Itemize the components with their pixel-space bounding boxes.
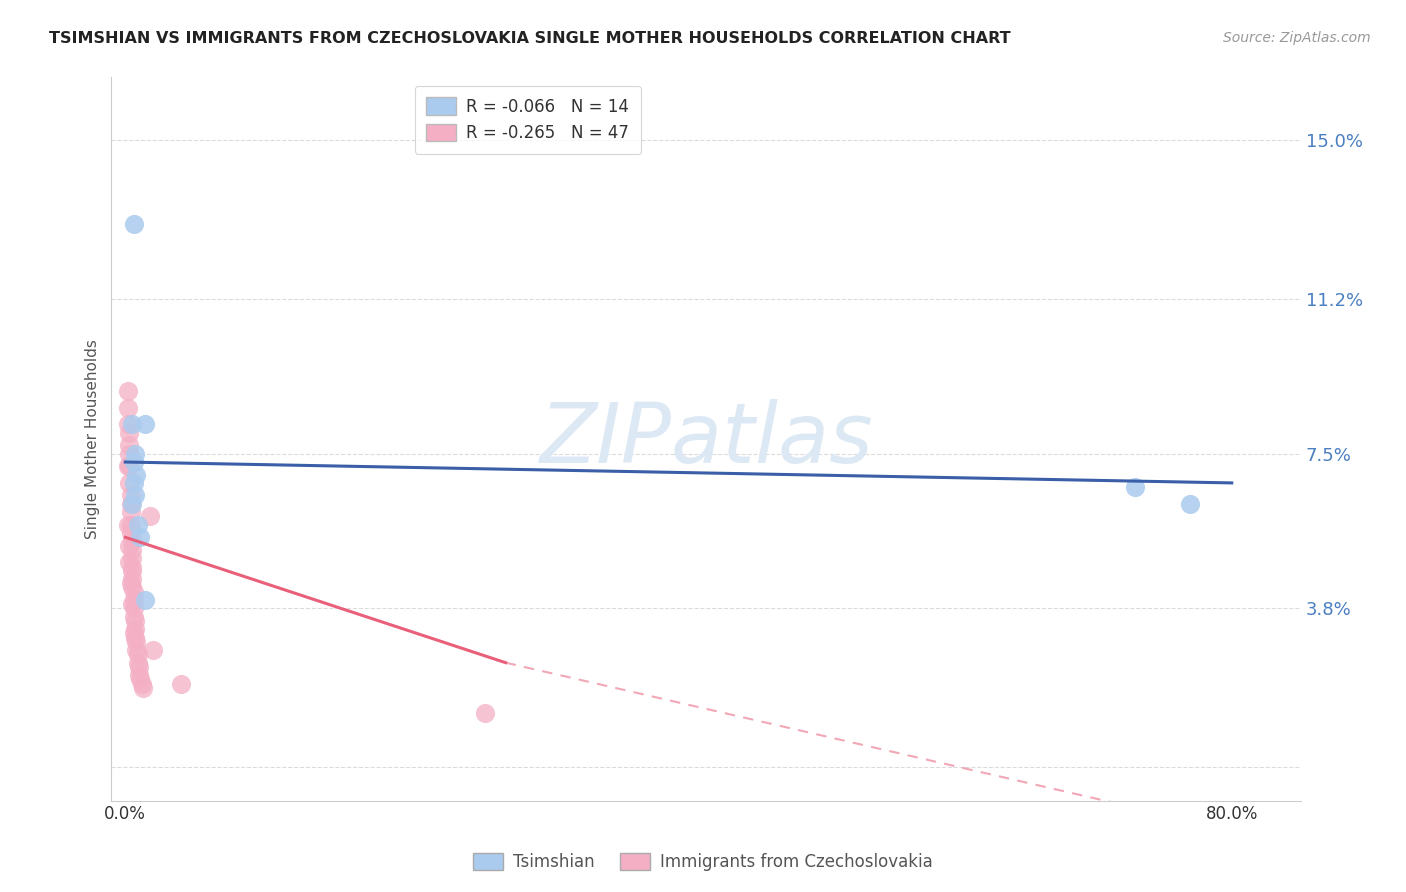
Point (118, 438, 141, 452)
Point (117, 384, 139, 398)
Legend: R = -0.066   N = 14, R = -0.265   N = 47: R = -0.066 N = 14, R = -0.265 N = 47 (415, 86, 641, 153)
Point (122, 217, 145, 231)
Point (122, 601, 145, 615)
Point (122, 455, 145, 469)
Point (121, 564, 143, 578)
Point (127, 656, 149, 670)
Point (124, 488, 146, 502)
Point (118, 459, 141, 474)
Point (120, 505, 142, 519)
Point (122, 626, 145, 640)
Point (129, 673, 152, 687)
Point (128, 660, 150, 674)
Point (121, 572, 143, 586)
Point (474, 706, 496, 720)
Point (125, 467, 148, 482)
Point (120, 488, 142, 502)
Point (118, 475, 141, 490)
Point (121, 417, 143, 432)
Point (121, 597, 143, 611)
Point (122, 584, 145, 599)
Point (121, 551, 143, 566)
Point (117, 417, 139, 432)
Text: TSIMSHIAN VS IMMIGRANTS FROM CZECHOSLOVAKIA SINGLE MOTHER HOUSEHOLDS CORRELATION: TSIMSHIAN VS IMMIGRANTS FROM CZECHOSLOVA… (49, 31, 1011, 46)
Text: Source: ZipAtlas.com: Source: ZipAtlas.com (1223, 31, 1371, 45)
Point (132, 681, 155, 695)
Point (125, 643, 148, 657)
Point (124, 622, 146, 636)
Point (118, 447, 141, 461)
Point (117, 401, 139, 415)
Point (118, 555, 141, 569)
Point (122, 609, 145, 624)
Point (169, 676, 191, 690)
Point (1180, 497, 1202, 511)
Point (118, 425, 141, 440)
Point (124, 447, 146, 461)
Point (129, 530, 152, 544)
Point (121, 534, 143, 549)
Point (120, 576, 142, 591)
Point (120, 526, 142, 541)
Point (134, 593, 156, 607)
Point (118, 539, 141, 553)
Point (1123, 480, 1146, 494)
Y-axis label: Single Mother Households: Single Mother Households (86, 339, 100, 539)
Point (125, 634, 148, 648)
Point (121, 559, 143, 574)
Point (142, 643, 165, 657)
Point (122, 593, 145, 607)
Text: ZIPatlas: ZIPatlas (540, 399, 873, 480)
Point (139, 509, 162, 524)
Point (117, 459, 139, 474)
Point (127, 517, 149, 532)
Point (127, 648, 149, 662)
Point (134, 417, 156, 432)
Point (124, 614, 146, 628)
Point (128, 668, 150, 682)
Point (117, 517, 139, 532)
Legend: Tsimshian, Immigrants from Czechoslovakia: Tsimshian, Immigrants from Czechoslovaki… (465, 845, 941, 880)
Point (131, 676, 153, 690)
Point (120, 497, 142, 511)
Point (124, 631, 146, 645)
Point (121, 542, 143, 557)
Point (120, 517, 142, 532)
Point (121, 497, 143, 511)
Point (122, 475, 145, 490)
Point (121, 581, 143, 595)
